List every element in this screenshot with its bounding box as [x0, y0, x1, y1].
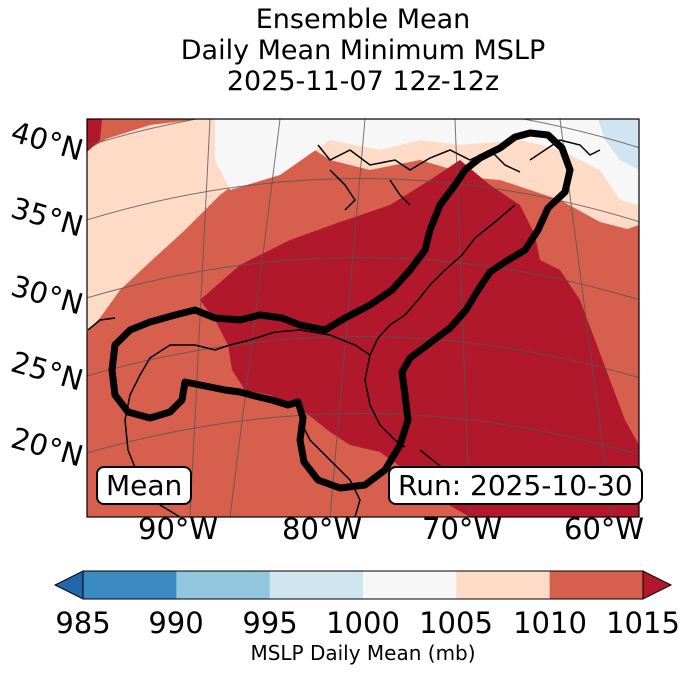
colorbar-tick-1000: 1000 — [326, 606, 400, 640]
title-line-3: 2025-11-07 12z-12z — [226, 66, 500, 97]
pressure-region-above-1015-nw — [87, 119, 102, 152]
mean-label-box: Mean — [96, 466, 193, 505]
colorbar-bin-1010-1015 — [549, 571, 644, 599]
colorbar-bin-995-1000 — [269, 571, 364, 599]
colorbar-tick-1010: 1010 — [513, 606, 587, 640]
title-line-2: Daily Mean Minimum MSLP — [180, 35, 546, 66]
colorbar-bin-1005-1010 — [456, 571, 551, 599]
colorbar-tick-1015: 1015 — [606, 606, 680, 640]
pressure-region-1000-1005 — [215, 119, 639, 205]
colorbar-tick-995: 995 — [242, 606, 298, 640]
lon-label-70w: 70°W — [422, 512, 503, 546]
ensemble-contour — [108, 129, 574, 492]
colorbar-frame — [82, 570, 644, 600]
map-frame — [86, 118, 640, 518]
colorbar-under-arrow — [53, 570, 84, 600]
chart-title: Ensemble Mean Daily Mean Minimum MSLP 20… — [0, 4, 688, 97]
colorbar-bin-990-995 — [176, 571, 271, 599]
lon-label-80w: 80°W — [282, 512, 363, 546]
colorbar-tick-990: 990 — [148, 606, 204, 640]
colorbar-tick-985: 985 — [55, 606, 111, 640]
pressure-region-1005-1010-west — [87, 119, 310, 332]
colorbar-label: MSLP Daily Mean (mb) — [250, 641, 476, 665]
lon-label-60w: 60°W — [564, 512, 645, 546]
colorbar-bin-985-990 — [83, 571, 177, 599]
run-date-box: Run: 2025-10-30 — [388, 466, 643, 505]
pressure-region-995-1000 — [598, 119, 639, 170]
colorbar-bin-1000-1005 — [363, 571, 457, 599]
colorbar — [53, 570, 673, 600]
lon-label-90w: 90°W — [138, 512, 219, 546]
title-line-1: Ensemble Mean — [255, 4, 471, 35]
colorbar-over-arrow — [642, 570, 673, 600]
colorbar-tick-1005: 1005 — [419, 606, 493, 640]
